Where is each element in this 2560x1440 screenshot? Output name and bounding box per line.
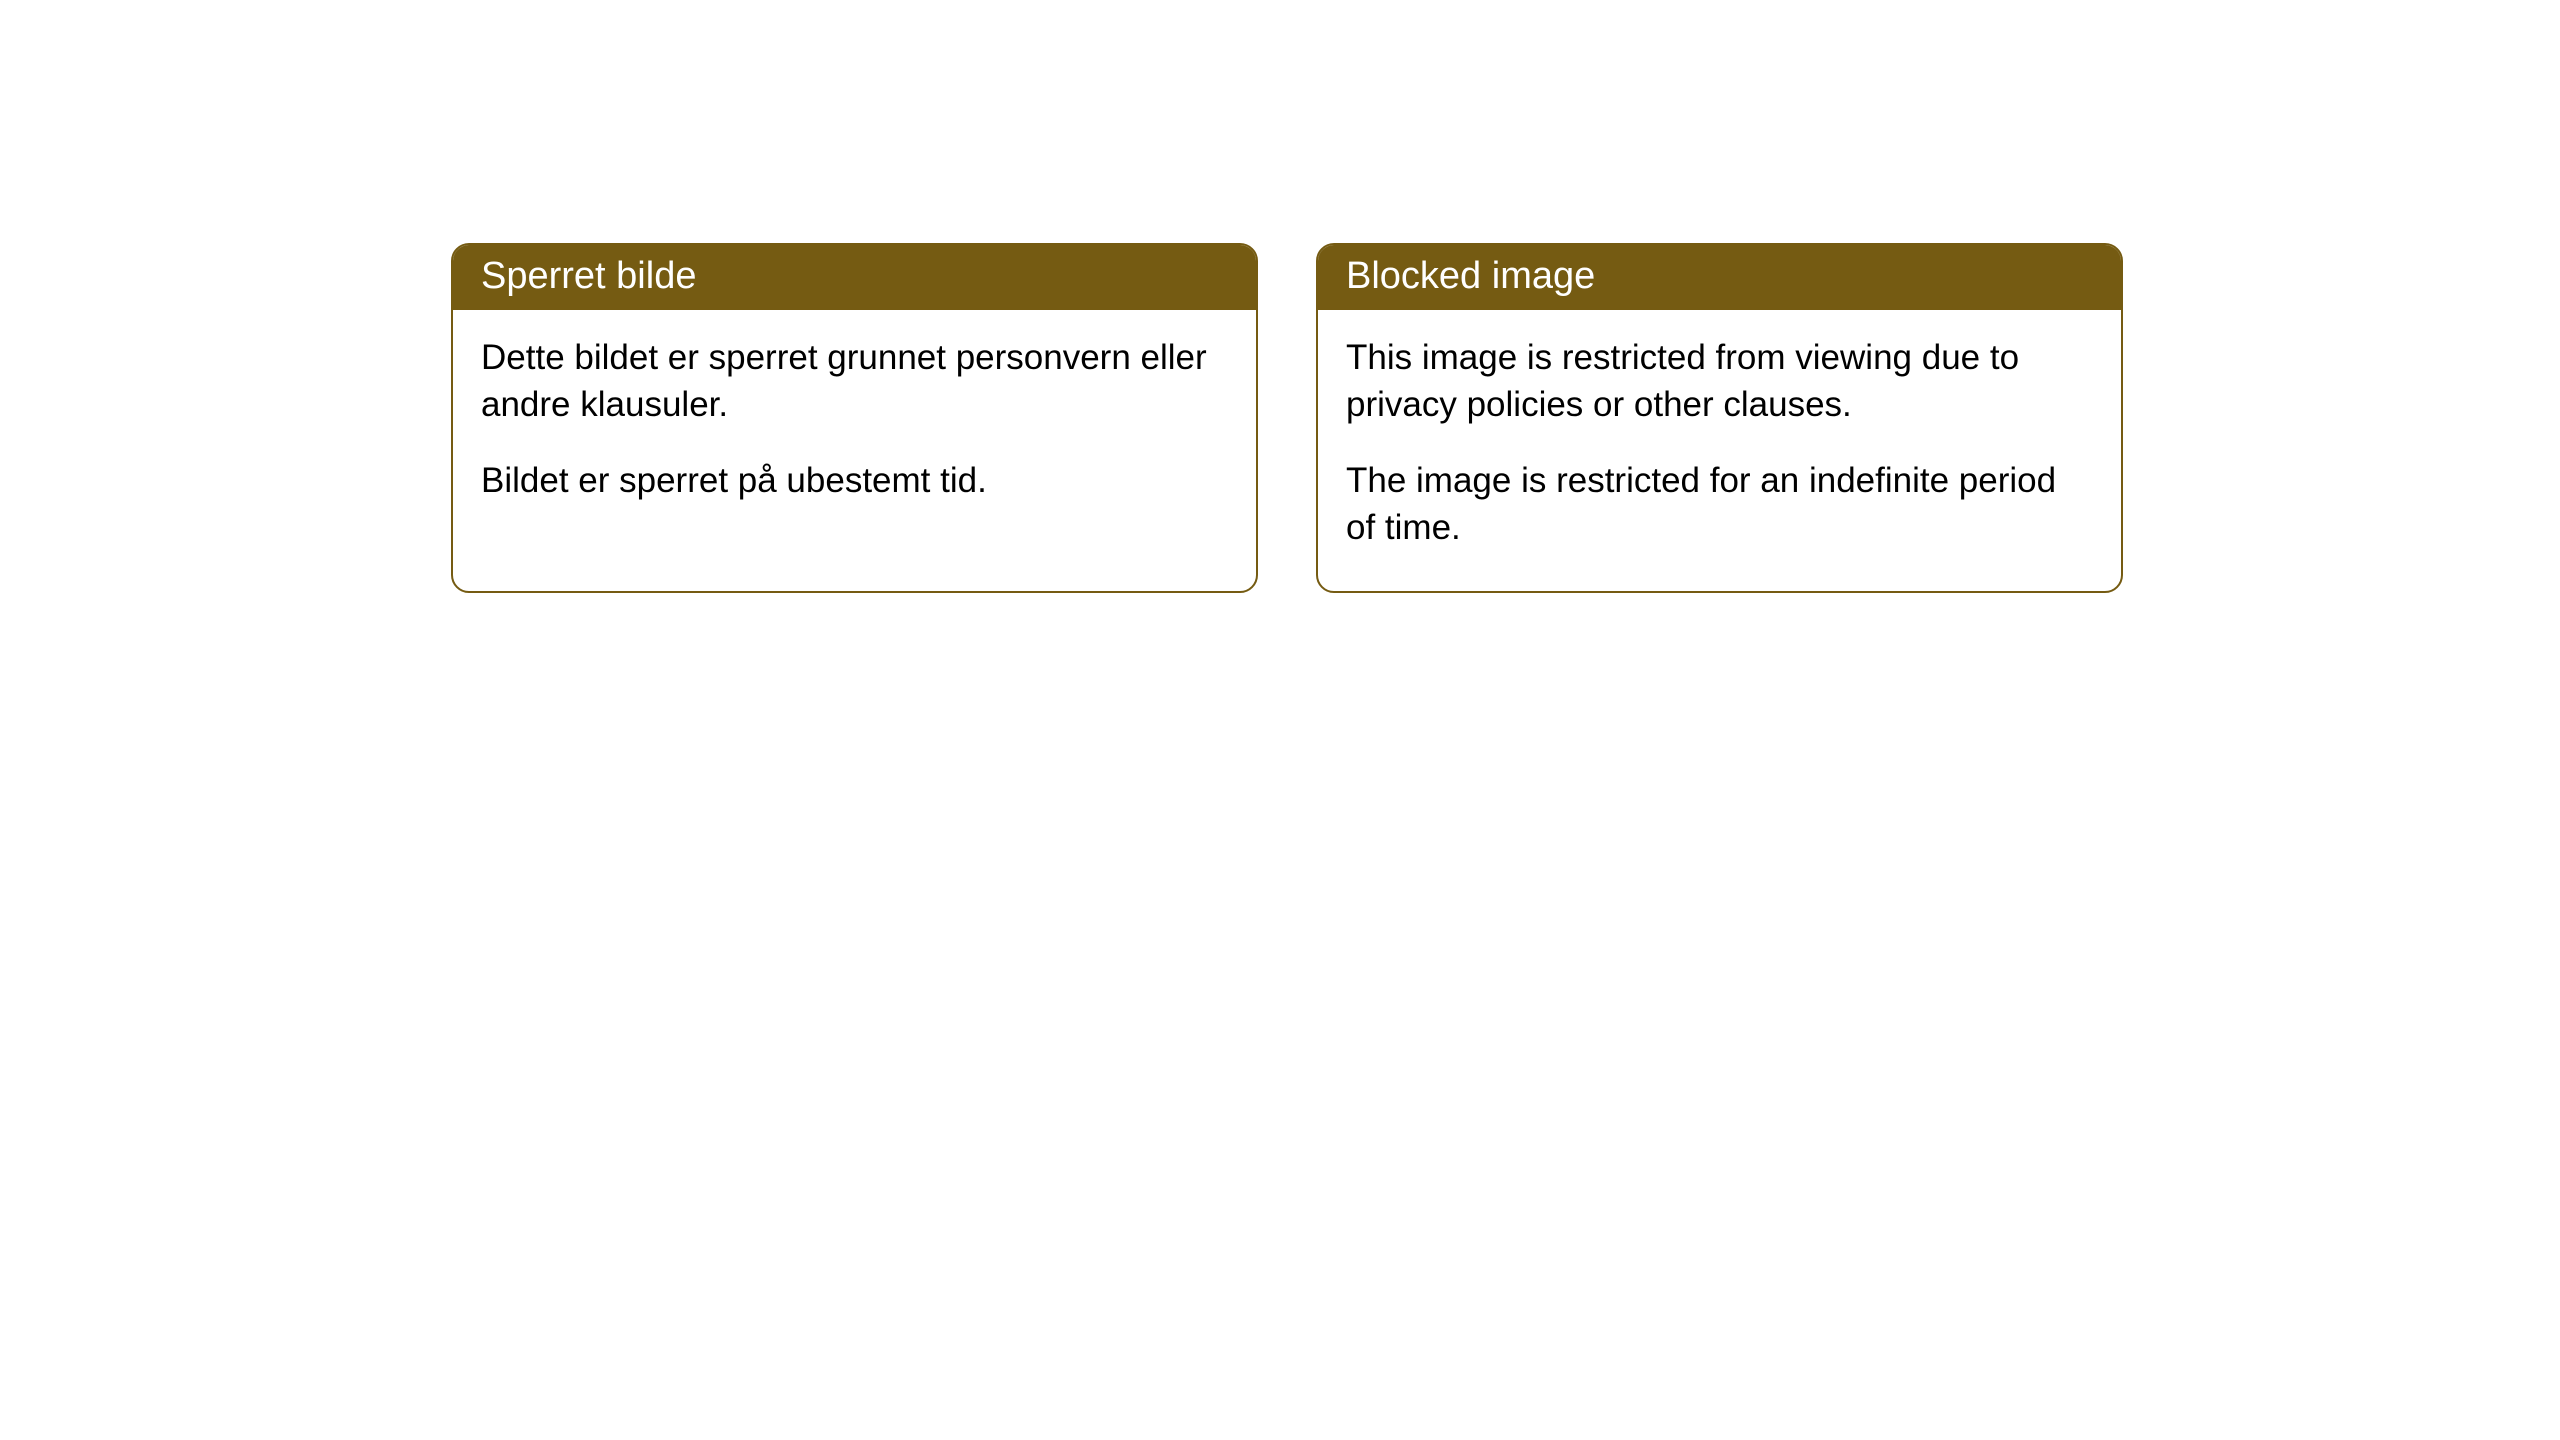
card-header: Sperret bilde: [453, 245, 1256, 310]
card-header: Blocked image: [1318, 245, 2121, 310]
card-body: Dette bildet er sperret grunnet personve…: [453, 310, 1256, 544]
card-paragraph-2: Bildet er sperret på ubestemt tid.: [481, 457, 1228, 504]
notice-container: Sperret bilde Dette bildet er sperret gr…: [451, 243, 2123, 593]
card-paragraph-2: The image is restricted for an indefinit…: [1346, 457, 2093, 552]
card-body: This image is restricted from viewing du…: [1318, 310, 2121, 591]
notice-card-english: Blocked image This image is restricted f…: [1316, 243, 2123, 593]
card-paragraph-1: This image is restricted from viewing du…: [1346, 334, 2093, 429]
notice-card-norwegian: Sperret bilde Dette bildet er sperret gr…: [451, 243, 1258, 593]
card-paragraph-1: Dette bildet er sperret grunnet personve…: [481, 334, 1228, 429]
